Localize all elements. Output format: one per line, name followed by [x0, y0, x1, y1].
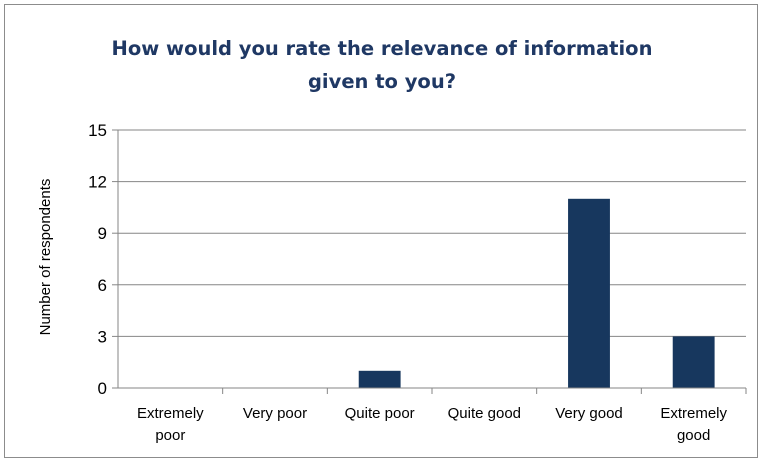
x-tick-label: Quite good [448, 405, 521, 422]
x-tick-label: Extremely poor [137, 405, 204, 444]
y-tick-label: 0 [98, 379, 107, 398]
x-tick-label: Quite poor [345, 405, 415, 422]
chart-title: How would you rate the relevance of info… [0, 32, 764, 98]
y-axis-tick-labels: 0 3 6 9 12 15 [88, 121, 107, 398]
x-axis-tick-labels: Extremely poor Very poor Quite poor Quite go… [137, 405, 728, 444]
x-tick-label: Very poor [243, 405, 307, 422]
chart-title-line-2: given to you? [307, 70, 457, 93]
bars [358, 198, 715, 388]
x-tick-label: Very good [555, 405, 623, 422]
x-tick-label: Extremely good [660, 405, 727, 444]
chart-title-line-1: How would you rate the relevance of info… [111, 37, 653, 60]
y-tick-label: 12 [88, 173, 107, 192]
axes [112, 129, 747, 394]
y-axis-label: Number of respondents [37, 179, 54, 336]
bar [358, 370, 401, 388]
y-tick-label: 3 [98, 327, 107, 346]
bar [568, 198, 610, 388]
bar [672, 336, 715, 388]
y-tick-label: 9 [98, 224, 107, 243]
gridlines [118, 129, 746, 337]
y-tick-label: 6 [98, 276, 107, 295]
y-tick-label: 15 [88, 121, 107, 140]
